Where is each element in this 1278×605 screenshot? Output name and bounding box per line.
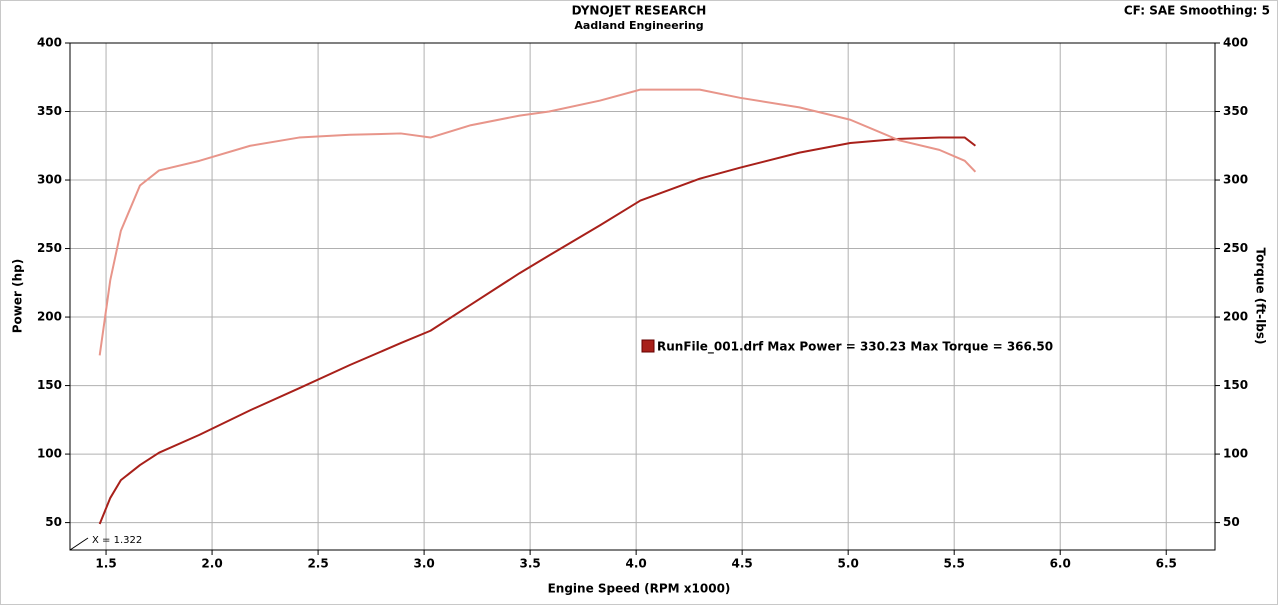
plot-frame — [69, 42, 1216, 551]
x-tick-label: 1.5 — [95, 557, 116, 571]
legend-text: RunFile_001.drf Max Power = 330.23 Max T… — [657, 340, 1053, 355]
y2-tick-label: 50 — [1223, 515, 1240, 529]
x-tick-label: 6.0 — [1050, 557, 1071, 571]
plot-area — [70, 43, 1215, 550]
x-tick-label: 6.5 — [1156, 557, 1177, 571]
x-tick-label: 3.5 — [519, 557, 540, 571]
y2-axis-label: Torque (ft-lbs) — [1254, 248, 1268, 345]
x-tick-label: 4.0 — [626, 557, 647, 571]
chart-title: DYNOJET RESEARCH — [572, 4, 707, 18]
y2-tick-label: 350 — [1223, 104, 1248, 118]
y-tick-label: 200 — [37, 310, 62, 324]
x-tick-label: 5.5 — [944, 557, 965, 571]
y-tick-label: 400 — [37, 36, 62, 50]
y-tick-label: 50 — [45, 515, 62, 529]
y2-tick-label: 250 — [1223, 241, 1248, 255]
x-tick-label: 3.0 — [413, 557, 434, 571]
x-tick-label: 4.5 — [732, 557, 753, 571]
series-line — [98, 136, 977, 525]
y2-tick-label: 400 — [1223, 36, 1248, 50]
x-tick-label: 2.0 — [201, 557, 222, 571]
series-line — [98, 88, 977, 356]
y-tick-label: 150 — [37, 378, 62, 392]
y2-tick-label: 200 — [1223, 310, 1248, 324]
legend-swatch — [641, 339, 655, 353]
y-axis-label: Power (hp) — [11, 259, 25, 333]
y2-tick-label: 150 — [1223, 378, 1248, 392]
y-tick-label: 100 — [37, 447, 62, 461]
x-tick-label: 2.5 — [307, 557, 328, 571]
chart-subtitle: Aadland Engineering — [574, 19, 703, 32]
x-axis-label: Engine Speed (RPM x1000) — [548, 582, 731, 596]
header-right: CF: SAE Smoothing: 5 — [1124, 4, 1270, 18]
cursor-marker — [69, 537, 89, 551]
y2-tick-label: 300 — [1223, 173, 1248, 187]
y2-tick-label: 100 — [1223, 447, 1248, 461]
y-tick-label: 300 — [37, 173, 62, 187]
y-tick-label: 250 — [37, 241, 62, 255]
x-tick-label: 5.0 — [838, 557, 859, 571]
cursor-label: X = 1.322 — [92, 535, 142, 546]
y-tick-label: 350 — [37, 104, 62, 118]
